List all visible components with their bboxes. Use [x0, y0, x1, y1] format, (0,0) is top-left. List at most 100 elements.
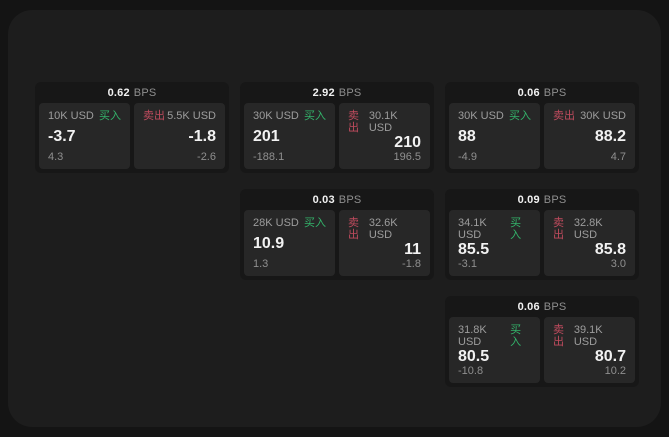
sell-tile-header: 卖出 39.1K USD [553, 324, 626, 348]
buy-quote-tile[interactable]: 34.1K USD 买入 85.5 -3.1 [449, 210, 540, 276]
sell-size-label: 39.1K USD [573, 324, 603, 348]
buy-size-label: 28K USD [253, 217, 299, 229]
buy-price: 88 [458, 128, 476, 145]
sell-tile-header: 卖出 30K USD [553, 110, 626, 122]
buy-button[interactable]: 买入 [99, 110, 121, 122]
buy-quote-tile[interactable]: 31.8K USD 买入 80.5 -10.8 [449, 317, 540, 383]
sell-button[interactable]: 卖出 [348, 110, 359, 134]
buy-price: 201 [253, 128, 280, 145]
sell-quote-tile[interactable]: 卖出 5.5K USD -1.8 -2.6 [134, 103, 225, 169]
card-header: 0.03 BPS [244, 189, 430, 210]
sell-quote-tile[interactable]: 卖出 30.1K USD 210 196.5 [339, 103, 430, 169]
buy-button[interactable]: 买入 [304, 217, 326, 229]
sell-size-label: 5.5K USD [167, 110, 216, 122]
bps-unit-label: BPS [543, 86, 567, 99]
bps-value: 0.09 [517, 193, 540, 206]
bps-unit-label: BPS [133, 86, 157, 99]
sell-price: 85.8 [594, 241, 626, 258]
card-header: 2.92 BPS [244, 82, 430, 103]
bps-value: 0.06 [517, 300, 540, 313]
sell-size-label: 32.6K USD [368, 217, 398, 241]
sell-price: 80.7 [594, 348, 626, 365]
bps-unit-label: BPS [543, 300, 567, 313]
sell-tile-header: 卖出 30.1K USD [348, 110, 421, 134]
sell-quote-tile[interactable]: 卖出 39.1K USD 80.7 10.2 [544, 317, 635, 383]
quote-card: 2.92 BPS 30K USD 买入 201 -188.1 卖出 30.1K … [240, 82, 434, 173]
quote-card: 0.09 BPS 34.1K USD 买入 85.5 -3.1 卖出 32.8K… [445, 189, 639, 280]
buy-button[interactable]: 买入 [509, 110, 531, 122]
sell-delta: 10.2 [604, 365, 626, 377]
quote-card: 0.06 BPS 30K USD 买入 88 -4.9 卖出 30K USD 8… [445, 82, 639, 173]
bps-unit-label: BPS [338, 193, 362, 206]
sell-delta: 3.0 [610, 258, 626, 270]
quote-tiles: 30K USD 买入 201 -188.1 卖出 30.1K USD 210 1… [244, 103, 430, 169]
sell-tile-header: 卖出 32.6K USD [348, 217, 421, 241]
buy-delta: -188.1 [253, 151, 285, 163]
buy-price: -3.7 [48, 128, 76, 145]
sell-price: 11 [404, 241, 421, 258]
buy-price: 10.9 [253, 235, 285, 252]
quote-card: 0.62 BPS 10K USD 买入 -3.7 4.3 卖出 5.5K USD… [35, 82, 229, 173]
quote-tiles: 28K USD 买入 10.9 1.3 卖出 32.6K USD 11 -1.8 [244, 210, 430, 276]
sell-button[interactable]: 卖出 [553, 324, 564, 348]
sell-quote-tile[interactable]: 卖出 30K USD 88.2 4.7 [544, 103, 635, 169]
sell-button[interactable]: 卖出 [553, 110, 575, 122]
quote-card: 0.06 BPS 31.8K USD 买入 80.5 -10.8 卖出 39.1… [445, 296, 639, 387]
buy-button[interactable]: 买入 [510, 217, 522, 241]
sell-quote-tile[interactable]: 卖出 32.6K USD 11 -1.8 [339, 210, 430, 276]
sell-delta: -1.8 [402, 258, 421, 270]
bps-value: 2.92 [312, 86, 335, 99]
buy-tile-header: 28K USD 买入 [253, 217, 326, 229]
sell-tile-header: 卖出 5.5K USD [143, 110, 216, 122]
sell-quote-tile[interactable]: 卖出 32.8K USD 85.8 3.0 [544, 210, 635, 276]
sell-button[interactable]: 卖出 [553, 217, 564, 241]
buy-tile-header: 10K USD 买入 [48, 110, 121, 122]
buy-quote-tile[interactable]: 28K USD 买入 10.9 1.3 [244, 210, 335, 276]
sell-price: -1.8 [188, 128, 216, 145]
buy-delta: -3.1 [458, 258, 477, 270]
buy-tile-header: 34.1K USD 买入 [458, 217, 531, 241]
sell-price: 88.2 [594, 128, 626, 145]
quote-tiles: 31.8K USD 买入 80.5 -10.8 卖出 39.1K USD 80.… [449, 317, 635, 383]
bps-value: 0.03 [312, 193, 335, 206]
sell-size-label: 30.1K USD [368, 110, 398, 134]
sell-tile-header: 卖出 32.8K USD [553, 217, 626, 241]
buy-button[interactable]: 买入 [304, 110, 326, 122]
sell-button[interactable]: 卖出 [348, 217, 359, 241]
buy-tile-header: 31.8K USD 买入 [458, 324, 531, 348]
buy-price: 80.5 [458, 348, 490, 365]
quote-tiles: 30K USD 买入 88 -4.9 卖出 30K USD 88.2 4.7 [449, 103, 635, 169]
sell-delta: 4.7 [610, 151, 626, 163]
bps-value: 0.62 [107, 86, 130, 99]
bps-value: 0.06 [517, 86, 540, 99]
buy-size-label: 34.1K USD [458, 217, 487, 241]
buy-button[interactable]: 买入 [510, 324, 522, 348]
buy-size-label: 10K USD [48, 110, 94, 122]
buy-delta: -4.9 [458, 151, 477, 163]
buy-delta: 1.3 [253, 258, 269, 270]
card-header: 0.62 BPS [39, 82, 225, 103]
sell-size-label: 30K USD [580, 110, 626, 122]
buy-quote-tile[interactable]: 30K USD 买入 88 -4.9 [449, 103, 540, 169]
buy-quote-tile[interactable]: 30K USD 买入 201 -188.1 [244, 103, 335, 169]
buy-tile-header: 30K USD 买入 [458, 110, 531, 122]
bps-unit-label: BPS [543, 193, 567, 206]
buy-size-label: 31.8K USD [458, 324, 487, 348]
bps-unit-label: BPS [338, 86, 362, 99]
buy-quote-tile[interactable]: 10K USD 买入 -3.7 4.3 [39, 103, 130, 169]
sell-button[interactable]: 卖出 [143, 110, 165, 122]
card-header: 0.06 BPS [449, 296, 635, 317]
buy-tile-header: 30K USD 买入 [253, 110, 326, 122]
quote-card: 0.03 BPS 28K USD 买入 10.9 1.3 卖出 32.6K US… [240, 189, 434, 280]
buy-size-label: 30K USD [458, 110, 504, 122]
quote-tiles: 10K USD 买入 -3.7 4.3 卖出 5.5K USD -1.8 -2.… [39, 103, 225, 169]
sell-delta: -2.6 [197, 151, 216, 163]
card-header: 0.06 BPS [449, 82, 635, 103]
buy-delta: -10.8 [458, 365, 484, 377]
sell-price: 210 [394, 134, 421, 151]
buy-price: 85.5 [458, 241, 490, 258]
buy-size-label: 30K USD [253, 110, 299, 122]
buy-delta: 4.3 [48, 151, 64, 163]
sell-delta: 196.5 [393, 151, 421, 163]
